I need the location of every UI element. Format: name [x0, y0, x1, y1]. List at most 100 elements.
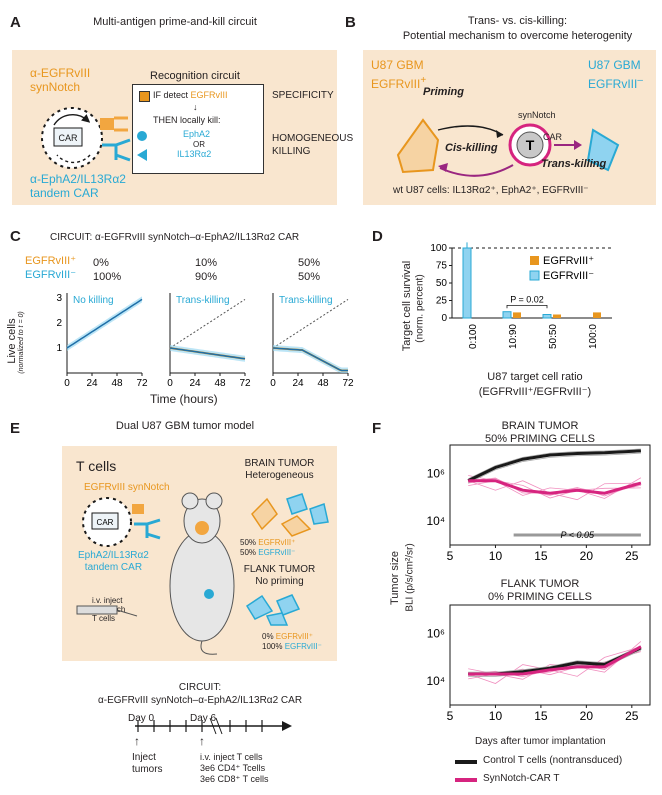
f-ytick-1e6: 10⁶: [427, 467, 445, 481]
f-ytick-1e4: 10⁴: [426, 674, 445, 688]
d-legend-pos-label: EGFRvIII⁺: [543, 255, 594, 267]
c-xtick-label: 24: [86, 378, 98, 389]
pct-col-1: 0% 100%: [93, 257, 122, 283]
c-panel-label: Trans-killing: [176, 295, 230, 306]
c-ytick-label: 1: [56, 343, 62, 354]
tandem-car-e-label: EphA2/IL13Rα2 tandem CAR: [78, 550, 149, 573]
panel-a-letter: A: [10, 14, 21, 31]
f-xtick-label: 10: [489, 549, 503, 563]
recognition-circuit-box: IF detect EGFRvIII ↓ THEN locally kill: …: [132, 84, 264, 174]
tandem-car-label: α-EphA2/IL13Rα2 tandem CAR: [30, 172, 126, 200]
brain-pct-label: 50% EGFRvIII⁺ 50% EGFRvIII⁻: [240, 538, 296, 557]
f-synnotch-mean-line: [468, 479, 642, 495]
c-blue-band: [273, 345, 348, 373]
egfr-pos-row-label: EGFRvIII⁺: [25, 255, 77, 267]
homogeneous-killing-label: HOMOGENEOUS KILLING: [272, 133, 354, 157]
brain-chart-title: BRAIN TUMOR 50% PRIMING CELLS: [484, 420, 596, 445]
c-panel-label: No killing: [73, 295, 114, 306]
d-pval-bracket: [506, 305, 548, 309]
timeline-icon: [135, 717, 292, 735]
panel-c-charts: 0 24 48 72 1 2 3 No killing 0 24 48 72 Trans-killing…: [56, 293, 354, 389]
d-legend-pos-swatch: [530, 256, 539, 265]
c-blue-line: [66, 298, 143, 349]
f-control-individual: [468, 448, 641, 480]
t-cells-heading: T cells: [76, 458, 117, 474]
t-chip-text: T: [526, 137, 535, 153]
c-reference-line: [272, 298, 349, 349]
d-ytick-label: 0: [441, 313, 447, 324]
brain-tumor-label: BRAIN TUMOR Heterogeneous: [244, 458, 315, 481]
flank-cells-icon: [245, 594, 301, 626]
c-xtick-label: 0: [270, 378, 276, 389]
egfr-pos-cell-label: U87 GBM EGFRvIII+: [371, 58, 427, 91]
orange-square-icon: [139, 91, 150, 102]
d-bar-pos: [513, 312, 521, 318]
egfr-neg-row-label: EGFRvIII⁻: [25, 269, 77, 281]
panel-e-letter: E: [10, 420, 21, 437]
f-frame: [449, 444, 651, 546]
panel-d-ylabel: Target cell survival: [401, 260, 413, 352]
f-xtick-label: 25: [625, 709, 639, 723]
wt-u87-footer: wt U87 cells: IL13Rα2⁺, EphA2⁺, EGFRvIII…: [393, 185, 589, 196]
panel-f-ylabel: Tumor size: [389, 551, 401, 605]
t-cell-diagram-icon: CAR: [41, 107, 131, 169]
f-control-individual: [468, 452, 641, 484]
then-kill-line: THEN locally kill:: [153, 115, 221, 125]
inject-tumors-label: Inject tumors: [132, 752, 163, 775]
car-chip-e-text: CAR: [97, 518, 114, 527]
pct-col-2: 10% 90%: [195, 257, 218, 283]
day0-label: Day 0: [128, 713, 155, 724]
flank-chart-title: FLANK TUMOR 0% PRIMING CELLS: [488, 578, 592, 603]
d-ytick-label: 25: [436, 296, 448, 307]
panel-e-circuit: CIRCUIT: α-EGFRvIII synNotch–α-EphA2/IL13…: [97, 682, 303, 706]
flank-pct-label: 0% EGFRvIII⁺ 100% EGFRvIII⁻: [262, 632, 322, 651]
d-ytick-label: 75: [436, 261, 448, 272]
panel-f-charts: 10⁶ 10⁴ 5 10 15 20 25 P < 0.05 10⁶ 10⁴ 5 10 15 20 25: [426, 444, 651, 723]
f-xtick-label: 15: [534, 709, 548, 723]
f-synnotch-mean-line: [468, 645, 642, 676]
c-xtick-label: 24: [292, 378, 304, 389]
f-frame: [449, 604, 651, 706]
f-control-mean-line: [467, 449, 641, 483]
car-label-b: CAR: [543, 132, 563, 142]
c-xtick-label: 0: [64, 378, 70, 389]
down-arrow-icon: ↓: [193, 102, 198, 112]
synnotch-label-b: synNotch: [518, 110, 556, 120]
recognition-circuit-title: Recognition circuit: [150, 70, 240, 82]
f-xtick-label: 5: [447, 549, 454, 563]
legend-control-label: Control T cells (nontransduced): [483, 755, 623, 766]
f-ytick-1e6: 10⁶: [427, 627, 445, 641]
panel-f-xlabel: Days after tumor implantation: [475, 736, 606, 747]
c-xtick-label: 72: [136, 378, 148, 389]
cell-interaction-icon: T: [396, 118, 620, 177]
c-xtick-label: 48: [317, 378, 329, 389]
d-pval-label: P = 0.02: [510, 295, 544, 305]
if-detect-line: IF detect EGFRvIII: [153, 90, 228, 100]
c-panel-label: Trans-killing: [279, 295, 333, 306]
trans-killing-label: Trans-killing: [541, 158, 607, 170]
legend-synnotch-swatch: [455, 778, 477, 782]
up-arrow-day0-icon: ↑: [134, 734, 140, 748]
panel-b-box: U87 GBM EGFRvIII+ U87 GBM EGFRvIII– Primin…: [363, 50, 656, 205]
synnotch-label-e: EGFRvIII synNotch: [84, 482, 170, 493]
syringe-icon: [76, 605, 138, 617]
panel-b-letter: B: [345, 14, 356, 31]
d-bar-neg: [542, 314, 552, 319]
f-control-individual: [468, 645, 642, 673]
panel-e-title: Dual U87 GBM tumor model: [115, 420, 255, 432]
panel-f-letter: F: [372, 420, 382, 437]
c-reference-line: [169, 298, 246, 349]
c-xtick-label: 72: [239, 378, 251, 389]
f-pval-label: P < 0.05: [561, 530, 595, 540]
panel-e-box: T cells EGFRvIII synNotch CAR EphA2/IL13…: [62, 446, 337, 661]
d-category-label: 0:100: [468, 324, 479, 349]
specificity-label: SPECIFICITY: [272, 90, 334, 101]
f-xtick-label: 15: [534, 549, 548, 563]
egfr-neg-cell-label: U87 GBM EGFRvIII–: [588, 58, 643, 91]
panel-f-ylabel-sub: BLI (p/s/cm²/sr): [404, 543, 416, 612]
car-chip-text: CAR: [58, 133, 78, 143]
panel-a-box: α-EGFRvIII synNotch CAR α-EphA2/IL13Rα2 ta…: [12, 50, 353, 205]
priming-label: Priming: [423, 86, 464, 98]
f-xtick-label: 25: [625, 549, 639, 563]
brain-cells-icon: [251, 493, 329, 537]
